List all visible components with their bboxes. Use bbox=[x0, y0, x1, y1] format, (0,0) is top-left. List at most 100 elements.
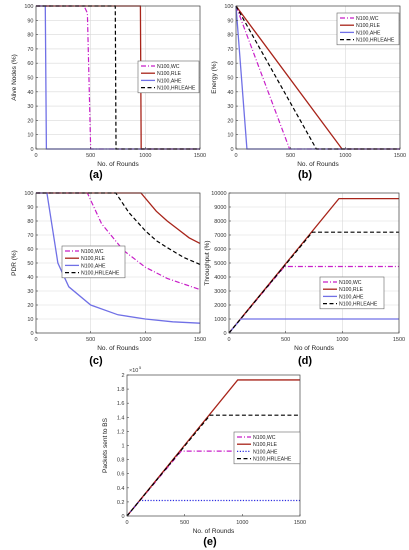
panel-a-ytick-2: 20 bbox=[27, 118, 33, 124]
panel-d-ytick-3: 3000 bbox=[214, 289, 226, 295]
panel-c-series-2 bbox=[36, 192, 201, 324]
panel-c: 0 500 1000 1500 0 10 20 30 40 50 60 70 80 90 100 No. of… bbox=[11, 191, 206, 367]
panel-d-legend-label-2: N100,AHE bbox=[339, 294, 364, 300]
panel-c-xlabel: No. of Rounds bbox=[97, 345, 139, 352]
panel-b-legend-label-0: N100,WC bbox=[356, 16, 379, 22]
panel-d-ytick-1: 1000 bbox=[214, 317, 226, 323]
panel-a-ylabel: Alive Nodes (%) bbox=[11, 54, 18, 101]
panel-e-xtick-2: 1000 bbox=[236, 520, 248, 526]
panel-d-ytick-6: 6000 bbox=[214, 247, 226, 253]
panel-a-legend-label-1: N100,RLE bbox=[157, 71, 181, 77]
panel-e-exponent: ×10 bbox=[129, 368, 138, 374]
panel-b-ylabel: Energy (%) bbox=[211, 61, 218, 94]
panel-b-ytick-7: 70 bbox=[227, 47, 233, 53]
panel-a-ytick-5: 50 bbox=[27, 76, 33, 82]
panel-b-ytick-10: 100 bbox=[224, 4, 233, 10]
panel-a-xtick-2: 1000 bbox=[139, 153, 151, 159]
panel-a-xlabel: No. of Rounds bbox=[97, 161, 139, 168]
panel-e-xlabel: No. of Rounds bbox=[193, 528, 235, 535]
panel-c-xtick-3: 1500 bbox=[194, 337, 206, 343]
panel-a-xtick-0: 0 bbox=[34, 153, 37, 159]
panel-c-ytick-3: 30 bbox=[27, 289, 33, 295]
panel-d-legend-label-0: N100,WC bbox=[339, 280, 362, 286]
panel-e-legend-label-1: N100,RLE bbox=[253, 442, 277, 448]
panel-c-ytick-9: 90 bbox=[27, 205, 33, 211]
panel-d-series-2 bbox=[228, 318, 399, 334]
panel-e-ytick-3: 0.6 bbox=[117, 472, 125, 478]
panel-b-ytick-9: 90 bbox=[227, 18, 233, 24]
panel-e-xtick-1: 500 bbox=[180, 520, 189, 526]
panel-b-ytick-3: 30 bbox=[227, 104, 233, 110]
panel-b-ytick-8: 80 bbox=[227, 33, 233, 39]
panel-c-xtick-0: 0 bbox=[34, 337, 37, 343]
panel-a-plot: 0 500 1000 1500 0 10 20 30 40 50 60 70 80 90 100 No. of… bbox=[11, 4, 206, 168]
panel-e-series-3 bbox=[126, 414, 300, 517]
panel-a-legend-label-3: N100,HRLEAHE bbox=[157, 86, 196, 92]
panel-e-ytick-1: 0.2 bbox=[117, 500, 125, 506]
panel-e-ytick-10: 2 bbox=[121, 373, 124, 379]
panel-b-plot: 0 500 1000 1500 0 10 20 30 40 50 60 70 80 90 100 No. of… bbox=[211, 4, 406, 168]
panel-b-ytick-1: 10 bbox=[227, 133, 233, 139]
panel-e-ytick-8: 1.6 bbox=[117, 401, 125, 407]
panel-b-ytick-6: 60 bbox=[227, 61, 233, 67]
panel-d-ytick-0: 0 bbox=[223, 331, 226, 337]
panel-a-legend-label-2: N100,AHE bbox=[157, 78, 182, 84]
panel-b-ytick-2: 20 bbox=[227, 118, 233, 124]
panel-e-ytick-4: 0.8 bbox=[117, 458, 125, 464]
panel-d-ytick-4: 4000 bbox=[214, 275, 226, 281]
panel-e-ytick-6: 1.2 bbox=[117, 429, 125, 435]
panel-d-ytick-5: 5000 bbox=[214, 261, 226, 267]
panel-e-legend-label-2: N100,AHE bbox=[253, 449, 278, 455]
panel-a-xtick-1: 500 bbox=[86, 153, 95, 159]
panel-b-xtick-3: 1500 bbox=[394, 153, 406, 159]
panel-b-legend-label-3: N100,HRLEAHE bbox=[356, 38, 395, 44]
panel-c-ytick-4: 40 bbox=[27, 275, 33, 281]
panel-e-legend-label-0: N100,WC bbox=[253, 435, 276, 441]
panel-e-label: (e) bbox=[203, 536, 217, 548]
panel-c-ytick-5: 50 bbox=[27, 261, 33, 267]
panel-c-ytick-6: 60 bbox=[27, 247, 33, 253]
panel-b-legend-label-2: N100,AHE bbox=[356, 30, 381, 36]
panel-b-ytick-5: 50 bbox=[227, 76, 233, 82]
panel-a-ytick-7: 70 bbox=[27, 47, 33, 53]
panel-e-ytick-5: 1 bbox=[121, 444, 124, 450]
panel-c-ylabel: PDR (%) bbox=[11, 250, 18, 276]
panel-e-xtick-3: 1500 bbox=[294, 520, 306, 526]
panel-d-xtick-0: 0 bbox=[227, 337, 230, 343]
panel-d: 0 500 1000 1500 0 1000 2000 3000 4000 5000 6000 700… bbox=[204, 191, 405, 367]
panel-a-ytick-4: 40 bbox=[27, 90, 33, 96]
panel-d-xtick-1: 500 bbox=[281, 337, 290, 343]
panel-a: 0 500 1000 1500 0 10 20 30 40 50 60 70 80 90 100 No. of… bbox=[11, 4, 206, 181]
panel-c-ytick-10: 100 bbox=[24, 191, 33, 197]
panel-e-exponent-power: 5 bbox=[139, 365, 142, 370]
panel-a-xtick-3: 1500 bbox=[194, 153, 206, 159]
panel-d-legend-label-3: N100,HRLEAHE bbox=[339, 302, 378, 308]
panel-a-legend-label-0: N100,WC bbox=[157, 64, 180, 70]
panel-e-ytick-0: 0 bbox=[121, 514, 124, 520]
panel-b-xlabel: No. of Rounds bbox=[297, 161, 339, 168]
panel-c-ytick-0: 0 bbox=[30, 331, 33, 337]
panel-d-ylabel: Throughput (%) bbox=[204, 240, 211, 285]
panel-c-ytick-8: 80 bbox=[27, 219, 33, 225]
panel-b-ytick-0: 0 bbox=[230, 147, 233, 153]
panel-e: 0 500 1000 1500 0 0.2 0.4 0.6 0.8 1 1.2 1.4 1.6 1.8 2 ×… bbox=[102, 365, 306, 548]
panel-a-ytick-0: 0 bbox=[30, 147, 33, 153]
panel-d-xtick-3: 1500 bbox=[393, 337, 405, 343]
panel-a-ytick-3: 30 bbox=[27, 104, 33, 110]
panel-c-plot: 0 500 1000 1500 0 10 20 30 40 50 60 70 80 90 100 No. of… bbox=[11, 191, 206, 352]
panel-c-xtick-1: 500 bbox=[86, 337, 95, 343]
panel-a-ytick-6: 60 bbox=[27, 61, 33, 67]
panel-c-series-1 bbox=[36, 192, 201, 244]
panel-d-plot: 0 500 1000 1500 0 1000 2000 3000 4000 5000 6000 700… bbox=[204, 191, 405, 352]
panel-c-ytick-2: 20 bbox=[27, 303, 33, 309]
panel-e-plot: 0 500 1000 1500 0 0.2 0.4 0.6 0.8 1 1.2 1.4 1.6 1.8 2 ×… bbox=[102, 365, 306, 535]
panel-d-series-0 bbox=[228, 265, 399, 334]
panel-a-ytick-1: 10 bbox=[27, 133, 33, 139]
panel-b-legend-label-1: N100,RLE bbox=[356, 23, 380, 29]
panel-c-legend-label-0: N100,WC bbox=[81, 249, 104, 255]
panel-b-xtick-0: 0 bbox=[234, 153, 237, 159]
panel-e-ytick-9: 1.8 bbox=[117, 387, 125, 393]
panel-d-label: (d) bbox=[298, 355, 312, 367]
panel-c-legend-label-2: N100,AHE bbox=[81, 263, 106, 269]
